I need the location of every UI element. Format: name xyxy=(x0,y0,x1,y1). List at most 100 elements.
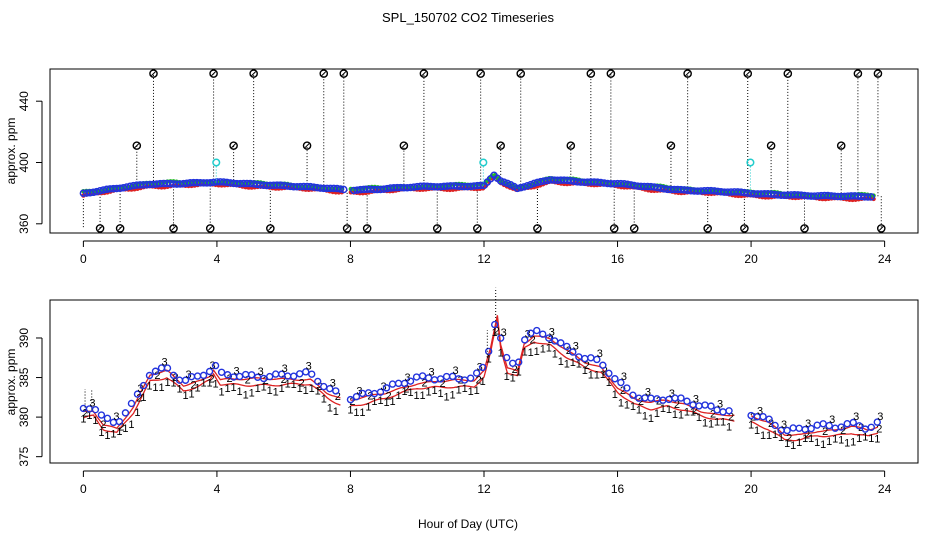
bottom-blue-label: 3 xyxy=(453,365,459,377)
bottom-red-label: 1 xyxy=(309,383,315,395)
bottom-blue-point xyxy=(605,369,613,378)
bottom-red-label: 1 xyxy=(612,389,618,401)
bottom-blue-point xyxy=(837,423,845,431)
bottom-red-line xyxy=(350,318,735,422)
bottom-red-label: 1 xyxy=(347,405,353,417)
bottom-red-label: 1 xyxy=(684,406,690,418)
bottom-y-tick-label: 385 xyxy=(17,367,31,387)
bottom-red-label: 1 xyxy=(279,383,285,395)
top-spike-high-point xyxy=(249,69,258,78)
bottom-green-label: 2 xyxy=(674,399,680,411)
bottom-red-label: 1 xyxy=(401,386,407,398)
top-blue-point xyxy=(353,186,361,194)
top-spike-low-point-slash xyxy=(117,226,123,231)
bottom-red-label: 1 xyxy=(826,436,832,448)
bottom-blue-point xyxy=(412,373,421,381)
bottom-red-label: 1 xyxy=(678,409,684,421)
bottom-blue-point xyxy=(484,347,493,356)
top-blue-point xyxy=(520,183,528,191)
bottom-green-label: 2 xyxy=(385,390,391,402)
top-spike-mid-point-slash xyxy=(838,143,844,148)
bottom-blue-label: 3 xyxy=(429,367,435,379)
bottom-green-label: 2 xyxy=(512,364,518,376)
top-spike-low-point-slash xyxy=(207,226,213,231)
top-spike-mid-point xyxy=(666,141,676,150)
top-blue-point xyxy=(406,183,415,192)
top-blue-point xyxy=(770,190,779,199)
top-spike-high-point xyxy=(683,69,692,78)
bottom-red-label: 1 xyxy=(766,430,772,442)
top-spike-high-point-slash xyxy=(341,71,347,76)
bottom-blue-label: 3 xyxy=(282,363,288,375)
bottom-blue-point xyxy=(169,371,178,379)
bottom-red-label: 1 xyxy=(796,437,802,449)
top-blue-point xyxy=(593,178,602,186)
bottom-red-label: 1 xyxy=(462,383,468,395)
top-spike-mid-point-slash xyxy=(668,143,674,148)
top-spike-low-point xyxy=(342,224,352,233)
bottom-blue-point xyxy=(569,348,577,356)
bottom-red-label: 1 xyxy=(784,438,790,450)
top-spike-high-point xyxy=(516,69,526,78)
chart-title: SPL_150702 CO2 Timeseries xyxy=(382,10,554,25)
top-spike-mid-point xyxy=(229,141,238,150)
bottom-red-label: 1 xyxy=(450,389,456,401)
bottom-red-label: 1 xyxy=(696,412,702,424)
bottom-red-label: 1 xyxy=(98,427,104,439)
bottom-red-label: 1 xyxy=(790,440,796,452)
bottom-blue-label: 3 xyxy=(829,414,835,426)
top-spike-high-point xyxy=(419,69,429,78)
bottom-red-label: 1 xyxy=(832,433,838,445)
top-blue-point xyxy=(597,178,605,187)
bottom-blue-point xyxy=(352,392,361,401)
top-spike-low-point-slash xyxy=(364,226,370,231)
top-blue-point xyxy=(867,193,876,201)
bottom-red-label: 1 xyxy=(80,414,86,426)
bottom-blue-point xyxy=(701,401,709,409)
bottom-red-label: 1 xyxy=(522,347,528,359)
bottom-blue-point xyxy=(271,370,280,378)
bottom-blue-point xyxy=(223,371,232,379)
top-x-tick-label: 20 xyxy=(744,252,758,266)
bottom-red-label: 1 xyxy=(690,406,696,418)
top-spike-low-point-slash xyxy=(611,226,617,231)
bottom-red-label: 1 xyxy=(528,347,534,359)
bottom-red-label: 1 xyxy=(365,402,371,414)
top-blue-point xyxy=(647,182,655,191)
top-spike-low-point-slash xyxy=(97,226,103,231)
bottom-red-label: 1 xyxy=(353,407,359,419)
top-spike-mid-point-slash xyxy=(768,143,774,148)
top-blue-point xyxy=(743,189,752,197)
bottom-blue-point xyxy=(382,384,391,392)
bottom-blue-point xyxy=(593,355,601,364)
top-blue-point xyxy=(410,183,418,191)
bottom-red-label: 1 xyxy=(702,418,708,430)
bottom-red-label: 1 xyxy=(588,370,594,382)
bottom-blue-point xyxy=(400,379,409,388)
bottom-red-label: 1 xyxy=(666,404,672,416)
bottom-red-label: 1 xyxy=(498,348,504,360)
top-x-tick-label: 24 xyxy=(878,252,892,266)
bottom-blue-point xyxy=(855,422,863,430)
bottom-blue-label: 3 xyxy=(113,411,119,423)
top-blue-point xyxy=(513,184,522,193)
top-spike-low-point xyxy=(432,224,442,233)
bottom-red-label: 1 xyxy=(333,406,339,418)
bottom-green-label: 2 xyxy=(227,373,233,385)
top-blue-point xyxy=(526,180,535,189)
bottom-blue-point xyxy=(557,339,565,347)
bottom-blue-point xyxy=(759,412,767,421)
top-plot-frame xyxy=(49,68,919,234)
bottom-blue-point xyxy=(290,372,298,380)
bottom-blue-label: 3 xyxy=(404,372,410,384)
bottom-green-label: 2 xyxy=(494,325,500,337)
bottom-red-label: 1 xyxy=(389,396,395,408)
bottom-red-label: 1 xyxy=(582,365,588,377)
bottom-red-label: 1 xyxy=(772,429,778,441)
bottom-blue-label: 3 xyxy=(330,377,336,389)
bottom-red-label: 1 xyxy=(104,430,110,442)
bottom-green-label: 2 xyxy=(299,377,305,389)
bottom-green-label: 2 xyxy=(728,412,734,424)
